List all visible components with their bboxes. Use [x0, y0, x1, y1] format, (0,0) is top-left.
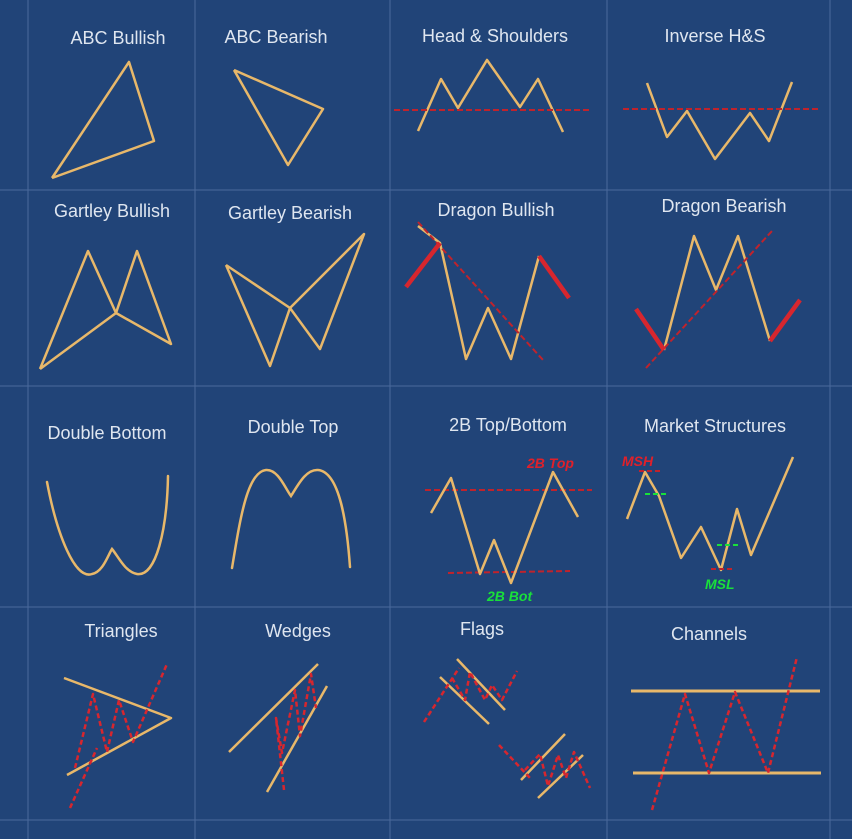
- title-market-structures: Market Structures: [644, 416, 786, 436]
- pattern-double-bottom: [45, 474, 170, 576]
- 2b-price-line: [429, 470, 580, 585]
- title-gartley-bearish: Gartley Bearish: [228, 203, 352, 223]
- flag2-wave: [524, 750, 592, 789]
- flag2-lower: [537, 754, 584, 799]
- ihs-price-line: [645, 81, 794, 161]
- title-channels: Channels: [671, 624, 747, 644]
- title-abc-bearish: ABC Bearish: [224, 27, 327, 47]
- title-2b-top-bottom: 2B Top/Bottom: [449, 415, 567, 435]
- hs-price-line: [416, 58, 565, 133]
- gartley-bullish-line: [38, 249, 173, 371]
- triangle-wave: [73, 663, 169, 769]
- pattern-triangles: [63, 663, 173, 809]
- title-triangles: Triangles: [84, 621, 157, 641]
- abc-bullish-line: [50, 60, 156, 180]
- double-top-curve: [230, 468, 352, 570]
- msh-label: MSH: [622, 453, 654, 469]
- title-wedges: Wedges: [265, 621, 331, 641]
- pattern-wedges: [228, 663, 329, 793]
- pattern-inverse-hs: [623, 81, 818, 161]
- triangle-outline: [63, 676, 173, 777]
- ms-price-line: [625, 456, 795, 572]
- pattern-2b-top-bottom: 2B Top 2B Bot: [425, 455, 592, 604]
- msl-label: MSL: [705, 576, 735, 592]
- pattern-dragon-bearish: [634, 230, 802, 369]
- pattern-flags: [422, 658, 592, 799]
- flag2-pole: [498, 744, 531, 779]
- title-head-shoulders: Head & Shoulders: [422, 26, 568, 46]
- wedge-upper: [228, 663, 319, 753]
- title-dragon-bearish: Dragon Bearish: [661, 196, 786, 216]
- 2b-bot-label: 2B Bot: [486, 588, 533, 604]
- 2b-bottom-level: [447, 570, 571, 574]
- pattern-abc-bullish: [50, 60, 156, 180]
- pattern-abc-bearish: [232, 68, 325, 167]
- pattern-channels: [631, 656, 821, 811]
- dragon-bullish-red-left: [404, 241, 442, 289]
- dragon-bearish-red-left: [634, 307, 666, 352]
- pattern-market-structures: MSH MSL: [622, 453, 795, 592]
- dragon-bearish-red-right: [768, 298, 802, 343]
- title-double-top: Double Top: [248, 417, 339, 437]
- dragon-bullish-line: [417, 225, 541, 361]
- title-dragon-bullish: Dragon Bullish: [437, 200, 554, 220]
- gartley-bearish-line: [224, 232, 366, 368]
- wedge-lower: [265, 685, 329, 793]
- title-abc-bullish: ABC Bullish: [70, 28, 165, 48]
- abc-bearish-line: [232, 68, 325, 167]
- flag2-upper: [520, 733, 566, 781]
- pattern-head-shoulders: [394, 58, 590, 133]
- flag1-upper: [456, 658, 506, 711]
- 2b-top-label: 2B Top: [526, 455, 574, 471]
- channel-wave: [650, 656, 799, 811]
- title-flags: Flags: [460, 619, 504, 639]
- pattern-gartley-bearish: [224, 232, 366, 368]
- dragon-bearish-trendline: [645, 230, 773, 369]
- double-bottom-curve: [45, 474, 170, 576]
- title-double-bottom: Double Bottom: [47, 423, 166, 443]
- triangle-breakout: [68, 747, 99, 809]
- dragon-bullish-trendline: [417, 221, 544, 361]
- flag1-wave: [450, 670, 519, 702]
- wedge-wave: [274, 672, 318, 791]
- title-gartley-bullish: Gartley Bullish: [54, 201, 170, 221]
- dragon-bearish-line: [662, 234, 772, 351]
- pattern-dragon-bullish: [404, 221, 571, 361]
- flag1-pole: [422, 667, 461, 723]
- title-inverse-hs: Inverse H&S: [664, 26, 765, 46]
- pattern-gartley-bullish: [38, 249, 173, 371]
- pattern-double-top: [230, 468, 352, 570]
- titles: ABC Bullish ABC Bearish Head & Shoulders…: [47, 26, 786, 644]
- dragon-bullish-red-right: [537, 254, 571, 300]
